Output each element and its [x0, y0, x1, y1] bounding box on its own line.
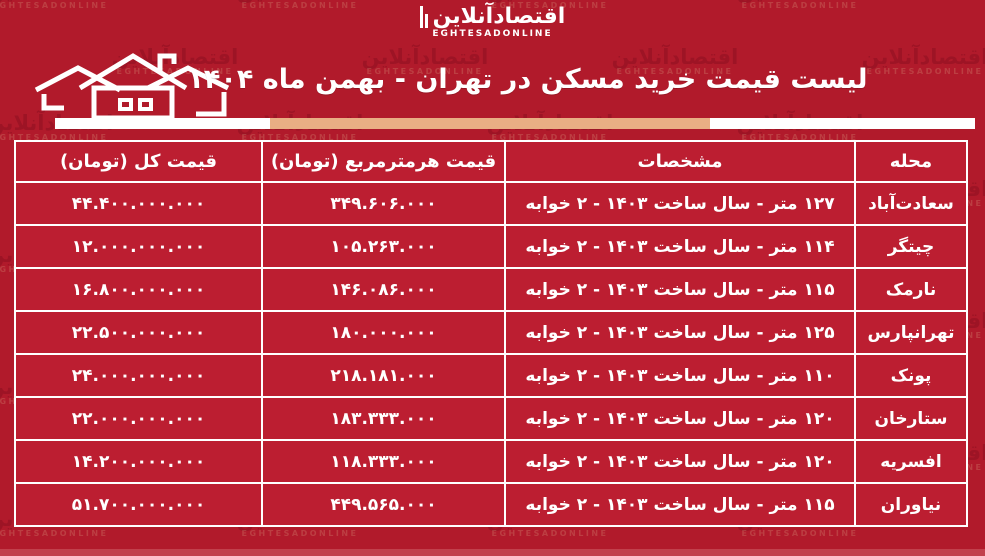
neighborhood-cell: تهرانپارس [854, 310, 968, 355]
table-body: سعادت‌آباد ۱۲۷ متر - سال ساخت ۱۴۰۳ - ۲ خو… [14, 181, 968, 527]
price_per_meter-cell: ۴۴۹.۵۶۵.۰۰۰ [261, 482, 506, 527]
table-row: سعادت‌آباد ۱۲۷ متر - سال ساخت ۱۴۰۳ - ۲ خو… [14, 181, 968, 226]
specs-cell: ۱۲۵ متر - سال ساخت ۱۴۰۳ - ۲ خوابه [504, 310, 856, 355]
bottom-strip [0, 549, 985, 556]
brand-logo: اقتصادآنلاین EGHTESADONLINE [0, 6, 985, 39]
neighborhood-cell: نیاوران [854, 482, 968, 527]
brand-logo-latin-text: EGHTESADONLINE [432, 29, 553, 39]
neighborhood-cell: افسریه [854, 439, 968, 484]
total_price-cell: ۱۴.۲۰۰.۰۰۰.۰۰۰ [14, 439, 263, 484]
specs-cell: ۱۱۴ متر - سال ساخت ۱۴۰۳ - ۲ خوابه [504, 224, 856, 269]
total_price-cell: ۲۴.۰۰۰.۰۰۰.۰۰۰ [14, 353, 263, 398]
table-row: چیتگر ۱۱۴ متر - سال ساخت ۱۴۰۳ - ۲ خوابه ۱۰… [14, 224, 968, 269]
column-header-neighborhood: محله [854, 140, 968, 183]
neighborhood-cell: پونک [854, 353, 968, 398]
table-row: تهرانپارس ۱۲۵ متر - سال ساخت ۱۴۰۳ - ۲ خوا… [14, 310, 968, 355]
price_per_meter-cell: ۳۴۹.۶۰۶.۰۰۰ [261, 181, 506, 226]
specs-cell: ۱۲۷ متر - سال ساخت ۱۴۰۳ - ۲ خوابه [504, 181, 856, 226]
table-row: پونک ۱۱۰ متر - سال ساخت ۱۴۰۳ - ۲ خوابه ۲۱۸… [14, 353, 968, 398]
total_price-cell: ۱۶.۸۰۰.۰۰۰.۰۰۰ [14, 267, 263, 312]
price_per_meter-cell: ۱۸۰.۰۰۰.۰۰۰ [261, 310, 506, 355]
price_per_meter-cell: ۲۱۸.۱۸۱.۰۰۰ [261, 353, 506, 398]
table-header-row: محله مشخصات قیمت هرمترمربع (تومان) قیمت کل … [14, 140, 968, 183]
specs-cell: ۱۱۵ متر - سال ساخت ۱۴۰۳ - ۲ خوابه [504, 482, 856, 527]
table-row: افسریه ۱۲۰ متر - سال ساخت ۱۴۰۳ - ۲ خوابه ۱… [14, 439, 968, 484]
column-header-total_price: قیمت کل (تومان) [14, 140, 263, 183]
table-row: ستارخان ۱۲۰ متر - سال ساخت ۱۴۰۳ - ۲ خوابه… [14, 396, 968, 441]
brand-logo-persian-text: اقتصادآنلاین [432, 4, 566, 29]
price_per_meter-cell: ۱۱۸.۳۳۳.۰۰۰ [261, 439, 506, 484]
column-header-price_per_meter: قیمت هرمترمربع (تومان) [261, 140, 506, 183]
price_per_meter-cell: ۱۰۵.۲۶۳.۰۰۰ [261, 224, 506, 269]
specs-cell: ۱۱۵ متر - سال ساخت ۱۴۰۳ - ۲ خوابه [504, 267, 856, 312]
neighborhood-cell: ستارخان [854, 396, 968, 441]
price-table: محله مشخصات قیمت هرمترمربع (تومان) قیمت کل … [14, 140, 968, 527]
specs-cell: ۱۱۰ متر - سال ساخت ۱۴۰۳ - ۲ خوابه [504, 353, 856, 398]
total_price-cell: ۲۲.۵۰۰.۰۰۰.۰۰۰ [14, 310, 263, 355]
total_price-cell: ۵۱.۷۰۰.۰۰۰.۰۰۰ [14, 482, 263, 527]
total_price-cell: ۲۲.۰۰۰.۰۰۰.۰۰۰ [14, 396, 263, 441]
table-row: نارمک ۱۱۵ متر - سال ساخت ۱۴۰۳ - ۲ خوابه ۱۴… [14, 267, 968, 312]
neighborhood-cell: سعادت‌آباد [854, 181, 968, 226]
page-title: لیست قیمت خرید مسکن در تهران - بهمن ماه … [187, 64, 868, 95]
accent-bar [55, 118, 975, 129]
price_per_meter-cell: ۱۴۶.۰۸۶.۰۰۰ [261, 267, 506, 312]
table-row: نیاوران ۱۱۵ متر - سال ساخت ۱۴۰۳ - ۲ خوابه… [14, 482, 968, 527]
table-header: محله مشخصات قیمت هرمترمربع (تومان) قیمت کل … [14, 140, 968, 183]
specs-cell: ۱۲۰ متر - سال ساخت ۱۴۰۳ - ۲ خوابه [504, 396, 856, 441]
total_price-cell: ۱۲.۰۰۰.۰۰۰.۰۰۰ [14, 224, 263, 269]
specs-cell: ۱۲۰ متر - سال ساخت ۱۴۰۳ - ۲ خوابه [504, 439, 856, 484]
neighborhood-cell: نارمک [854, 267, 968, 312]
price_per_meter-cell: ۱۸۳.۳۳۳.۰۰۰ [261, 396, 506, 441]
accent-bar-orange-segment [270, 118, 710, 129]
total_price-cell: ۴۴.۴۰۰.۰۰۰.۰۰۰ [14, 181, 263, 226]
equalizer-bars-icon [419, 6, 428, 28]
neighborhood-cell: چیتگر [854, 224, 968, 269]
column-header-specs: مشخصات [504, 140, 856, 183]
